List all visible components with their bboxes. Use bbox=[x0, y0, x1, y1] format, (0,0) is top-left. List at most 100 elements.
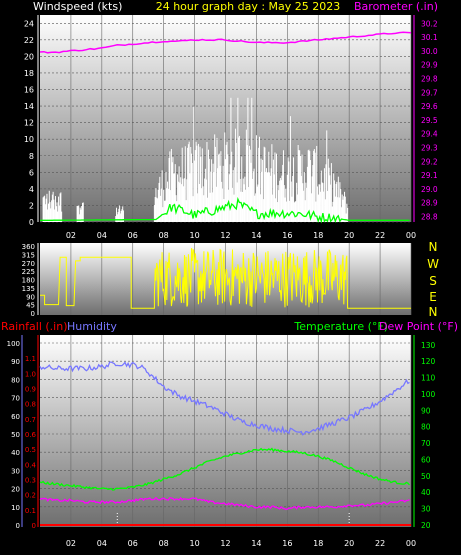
temperature-tick-label: 20 bbox=[421, 521, 431, 530]
barometer-tick-label: 29.1 bbox=[421, 171, 438, 180]
rainfall-tick-label: 0.4 bbox=[25, 461, 37, 469]
windspeed-tick-label: 10 bbox=[24, 135, 34, 144]
dewpoint-line bbox=[39, 496, 410, 511]
rainfall-tick-label: 1.0 bbox=[25, 370, 36, 378]
direction-tick-label: 0 bbox=[31, 310, 35, 318]
time-tick-label: 16 bbox=[282, 231, 292, 240]
dewpoint-title: Dew Point (°F) bbox=[379, 320, 458, 333]
wind-time-axis: 02 04 06 08 10 12 14 16 18 20 22 00 bbox=[66, 231, 416, 240]
temperature-title: Temperature (°F) bbox=[293, 320, 388, 333]
time-tick-label: 10 bbox=[189, 539, 199, 548]
barometer-tick-label: 29.7 bbox=[421, 88, 438, 97]
rainfall-tick-label: 0.3 bbox=[25, 477, 36, 485]
windspeed-tick-label: 22 bbox=[24, 36, 34, 45]
direction-tick-label: 225 bbox=[22, 268, 35, 276]
compass-label: N bbox=[429, 305, 438, 319]
temperature-tick-label: 60 bbox=[421, 455, 431, 464]
temperature-line bbox=[39, 447, 410, 491]
windspeed-tick-label: 24 bbox=[24, 19, 34, 28]
windspeed-tick-label: 12 bbox=[24, 119, 34, 128]
humidity-series bbox=[39, 361, 410, 436]
humidity-tick-label: 10 bbox=[11, 504, 20, 512]
time-tick-label: 04 bbox=[97, 231, 107, 240]
windspeed-tick-label: 16 bbox=[24, 86, 34, 95]
time-tick-label: 00 bbox=[406, 231, 416, 240]
temperature-tick-label: 130 bbox=[421, 341, 436, 350]
direction-tick-label: 135 bbox=[22, 285, 35, 293]
humidity-tick-label: 50 bbox=[11, 431, 20, 439]
direction-tick-label: 180 bbox=[22, 277, 35, 285]
humidity-tick-label: 20 bbox=[11, 486, 20, 494]
windspeed-tick-label: 14 bbox=[24, 102, 34, 111]
barometer-title: Barometer (.in) bbox=[354, 0, 438, 13]
direction-tick-label: 45 bbox=[26, 302, 35, 310]
rainfall-axis: 0 0.1 0.2 0.3 0.4 0.5 0.6 0.7 0.8 0.9 1.0 1.1 bbox=[25, 335, 39, 530]
direction-tick-label: 315 bbox=[22, 251, 35, 259]
temperature-tick-label: 40 bbox=[421, 488, 431, 497]
time-tick-label: 04 bbox=[97, 539, 107, 548]
rainfall-tick-label: 0.2 bbox=[25, 492, 36, 500]
time-tick-label: 00 bbox=[406, 539, 416, 548]
time-tick-label: 12 bbox=[220, 231, 230, 240]
windspeed-title: Windspeed (kts) bbox=[33, 0, 122, 13]
temperature-tick-label: 90 bbox=[421, 406, 431, 415]
temperature-tick-label: 110 bbox=[421, 374, 436, 383]
humidity-tick-label: 60 bbox=[11, 413, 20, 421]
rainfall-title: Rainfall (.in) bbox=[1, 320, 68, 333]
humidity-title: Humidity bbox=[67, 320, 117, 333]
compass-label: N bbox=[429, 240, 438, 254]
humidity-tick-label: 0 bbox=[16, 522, 20, 530]
time-tick-label: 10 bbox=[189, 231, 199, 240]
barometer-tick-label: 29.2 bbox=[421, 157, 438, 166]
temperature-time-axis: 02 04 06 08 10 12 14 16 18 20 22 00 bbox=[66, 539, 416, 548]
rainfall-tick-label: 0.7 bbox=[25, 416, 36, 424]
temperature-tick-label: 30 bbox=[421, 505, 431, 514]
windspeed-tick-label: 20 bbox=[24, 52, 34, 61]
temperature-tick-label: 100 bbox=[421, 390, 436, 399]
time-tick-label: 20 bbox=[344, 231, 354, 240]
barometer-tick-label: 30.0 bbox=[421, 47, 438, 56]
barometer-tick-label: 29.5 bbox=[421, 116, 438, 125]
humidity-tick-label: 70 bbox=[11, 395, 20, 403]
compass-label: E bbox=[429, 290, 437, 304]
time-tick-label: 22 bbox=[375, 539, 385, 548]
rainfall-tick-label: 0.6 bbox=[25, 431, 37, 439]
windspeed-tick-label: 4 bbox=[29, 185, 34, 194]
barometer-tick-label: 29.8 bbox=[421, 74, 438, 83]
time-tick-label: 06 bbox=[128, 539, 138, 548]
barometer-tick-label: 29.4 bbox=[421, 130, 438, 139]
temperature-tick-label: 120 bbox=[421, 357, 436, 366]
rainfall-tick-label: 0.5 bbox=[25, 446, 36, 454]
rainfall-tick-label: 1.1 bbox=[25, 355, 36, 363]
humidity-tick-label: 40 bbox=[11, 449, 20, 457]
time-tick-label: 22 bbox=[375, 231, 385, 240]
barometer-tick-label: 28.8 bbox=[421, 212, 438, 221]
barometer-tick-label: 29.6 bbox=[421, 102, 438, 111]
barometer-tick-label: 30.1 bbox=[421, 33, 438, 42]
windspeed-tick-label: 0 bbox=[29, 218, 34, 227]
time-tick-label: 16 bbox=[282, 539, 292, 548]
time-tick-label: 08 bbox=[159, 539, 169, 548]
barometer-axis: 28.8 28.9 29.0 29.1 29.2 29.3 29.4 29.5 29.6 29.7… bbox=[413, 15, 438, 222]
time-tick-label: 18 bbox=[313, 231, 323, 240]
time-tick-label: 02 bbox=[66, 231, 76, 240]
barometer-tick-label: 29.3 bbox=[421, 143, 438, 152]
time-tick-label: 14 bbox=[251, 231, 261, 240]
humidity-tick-label: 90 bbox=[11, 358, 20, 366]
rainfall-tick-label: 0.8 bbox=[25, 401, 36, 409]
chart-title: 24 hour graph day : May 25 2023 bbox=[156, 0, 341, 13]
compass-label: W bbox=[427, 257, 439, 271]
humidity-line bbox=[39, 361, 410, 436]
barometer-tick-label: 29.9 bbox=[421, 61, 438, 70]
compass-labels: N W S E N bbox=[427, 240, 439, 319]
humidity-axis: 0 10 20 30 40 50 60 70 80 90 100 bbox=[7, 335, 23, 530]
time-tick-label: 08 bbox=[159, 231, 169, 240]
temperature-axis: 20 30 40 50 60 70 80 90 100 110 120 130 bbox=[413, 335, 436, 530]
dewpoint-series bbox=[39, 496, 410, 511]
wind-direction-line bbox=[40, 248, 411, 309]
compass-label: S bbox=[429, 274, 437, 288]
barometer-tick-label: 30.2 bbox=[421, 19, 438, 28]
